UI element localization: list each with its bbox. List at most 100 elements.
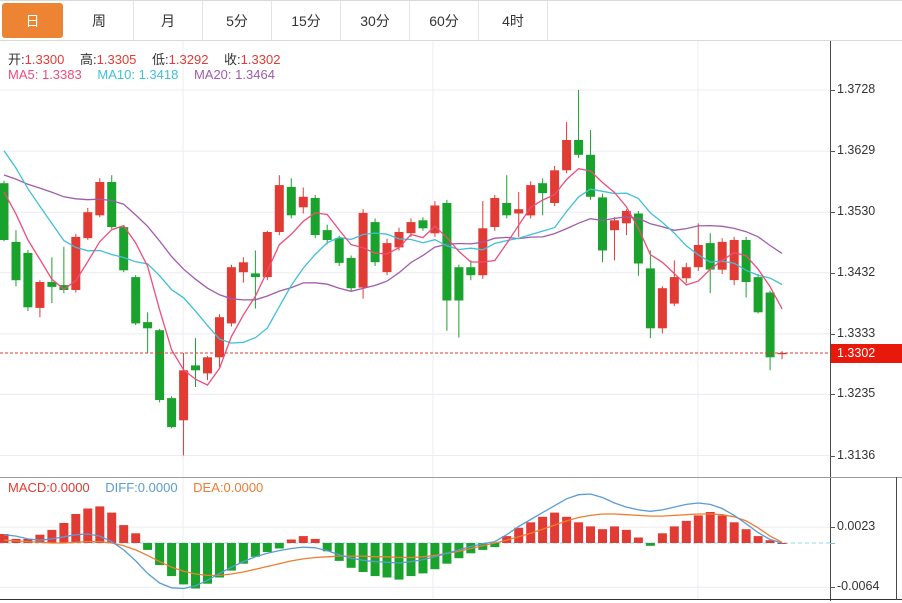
candle-body <box>0 183 9 240</box>
y-axis-tick-label: 0.0023 <box>837 519 876 533</box>
macd-bar <box>550 512 560 543</box>
candle-body <box>131 277 141 324</box>
main-candlestick-chart[interactable] <box>0 41 830 477</box>
candle-body <box>418 220 428 229</box>
candle-body <box>729 240 739 281</box>
macd-bar <box>250 543 260 557</box>
candle-body <box>406 222 416 234</box>
candle-body <box>538 183 548 194</box>
candle-body <box>574 140 584 155</box>
candle-body <box>442 203 452 301</box>
macd-bar <box>346 543 356 568</box>
price-axis-line <box>830 41 831 601</box>
tab-week[interactable]: 周 <box>65 1 134 40</box>
candle-body <box>586 154 595 197</box>
candle-body <box>681 267 691 279</box>
candle-body <box>215 317 224 358</box>
macd-bar <box>514 527 524 543</box>
macd-bar <box>155 543 165 566</box>
macd-bar <box>179 543 189 585</box>
candle-body <box>430 205 440 234</box>
macd-bar <box>610 526 619 543</box>
macd-bar <box>645 543 655 546</box>
macd-bar <box>298 536 308 543</box>
macd-bar <box>394 543 404 580</box>
candle-body <box>47 282 57 287</box>
candle-body <box>238 262 248 273</box>
candles-group <box>0 90 787 456</box>
macd-bar <box>262 543 272 552</box>
tab-30min[interactable]: 30分 <box>341 1 410 40</box>
macd-bar <box>562 516 572 543</box>
candle-body <box>693 245 703 268</box>
candle-body <box>191 365 200 371</box>
candle-body <box>610 220 619 231</box>
macd-bar <box>765 540 775 543</box>
candle-body <box>334 238 344 263</box>
candle-body <box>83 212 93 239</box>
macd-histogram <box>0 506 787 589</box>
candle-body <box>394 232 404 248</box>
tab-month[interactable]: 月 <box>134 1 203 40</box>
macd-bar <box>334 543 344 561</box>
y-axis-tick-label: 1.3333 <box>837 326 876 340</box>
macd-bar <box>83 508 93 543</box>
tab-60min[interactable]: 60分 <box>410 1 479 40</box>
macd-bar <box>705 512 715 543</box>
candle-body <box>346 257 356 289</box>
candle-body <box>717 241 727 270</box>
macd-bar <box>753 536 763 543</box>
candle-body <box>11 241 21 281</box>
diff-line <box>3 493 783 590</box>
candle-body <box>358 212 368 288</box>
tab-15min[interactable]: 15分 <box>272 1 341 40</box>
candle-body <box>59 285 69 290</box>
candle-body <box>179 370 189 421</box>
macd-bar <box>59 523 69 543</box>
y-axis-tick-label: -0.0064 <box>837 579 880 593</box>
macd-bar <box>143 543 153 550</box>
macd-bar <box>633 537 643 543</box>
candle-body <box>370 222 380 263</box>
macd-right-border <box>896 477 897 600</box>
macd-bar <box>119 525 129 543</box>
macd-bar <box>191 543 200 589</box>
ma10-line <box>3 150 783 344</box>
candle-body <box>226 267 236 324</box>
candle-body <box>598 197 607 251</box>
y-axis-tick-label: 1.3235 <box>837 386 876 400</box>
candle-body <box>502 203 512 216</box>
candle-body <box>382 243 392 273</box>
candle-body <box>490 198 500 227</box>
candle-body <box>454 267 464 301</box>
macd-bar <box>238 543 248 564</box>
macd-bar <box>322 543 332 552</box>
macd-indicator-chart[interactable] <box>0 477 830 600</box>
candle-body <box>322 230 332 240</box>
candle-body <box>119 227 129 271</box>
candle-body <box>286 186 296 216</box>
candle-body <box>155 330 165 400</box>
macd-bar <box>681 520 691 543</box>
candle-body <box>526 185 536 216</box>
macd-bar <box>215 543 224 578</box>
y-axis-tick-label: 1.3728 <box>837 82 876 96</box>
current-price-badge: 1.3302 <box>831 344 902 363</box>
macd-bar <box>47 529 57 543</box>
candle-body <box>298 196 308 208</box>
macd-bar <box>657 533 667 543</box>
y-axis-tick-label: 1.3432 <box>837 265 876 279</box>
candle-body <box>741 240 751 282</box>
macd-bar <box>203 543 212 584</box>
macd-bar <box>167 543 177 577</box>
tab-day[interactable]: 日 <box>2 3 63 38</box>
tab-5min[interactable]: 5分 <box>203 1 272 40</box>
candle-body <box>765 292 775 358</box>
tab-4hour[interactable]: 4时 <box>479 1 548 40</box>
candle-body <box>562 140 572 171</box>
macd-bar <box>586 526 595 543</box>
candle-body <box>466 267 476 276</box>
macd-bar <box>382 543 392 578</box>
candle-body <box>107 182 117 228</box>
